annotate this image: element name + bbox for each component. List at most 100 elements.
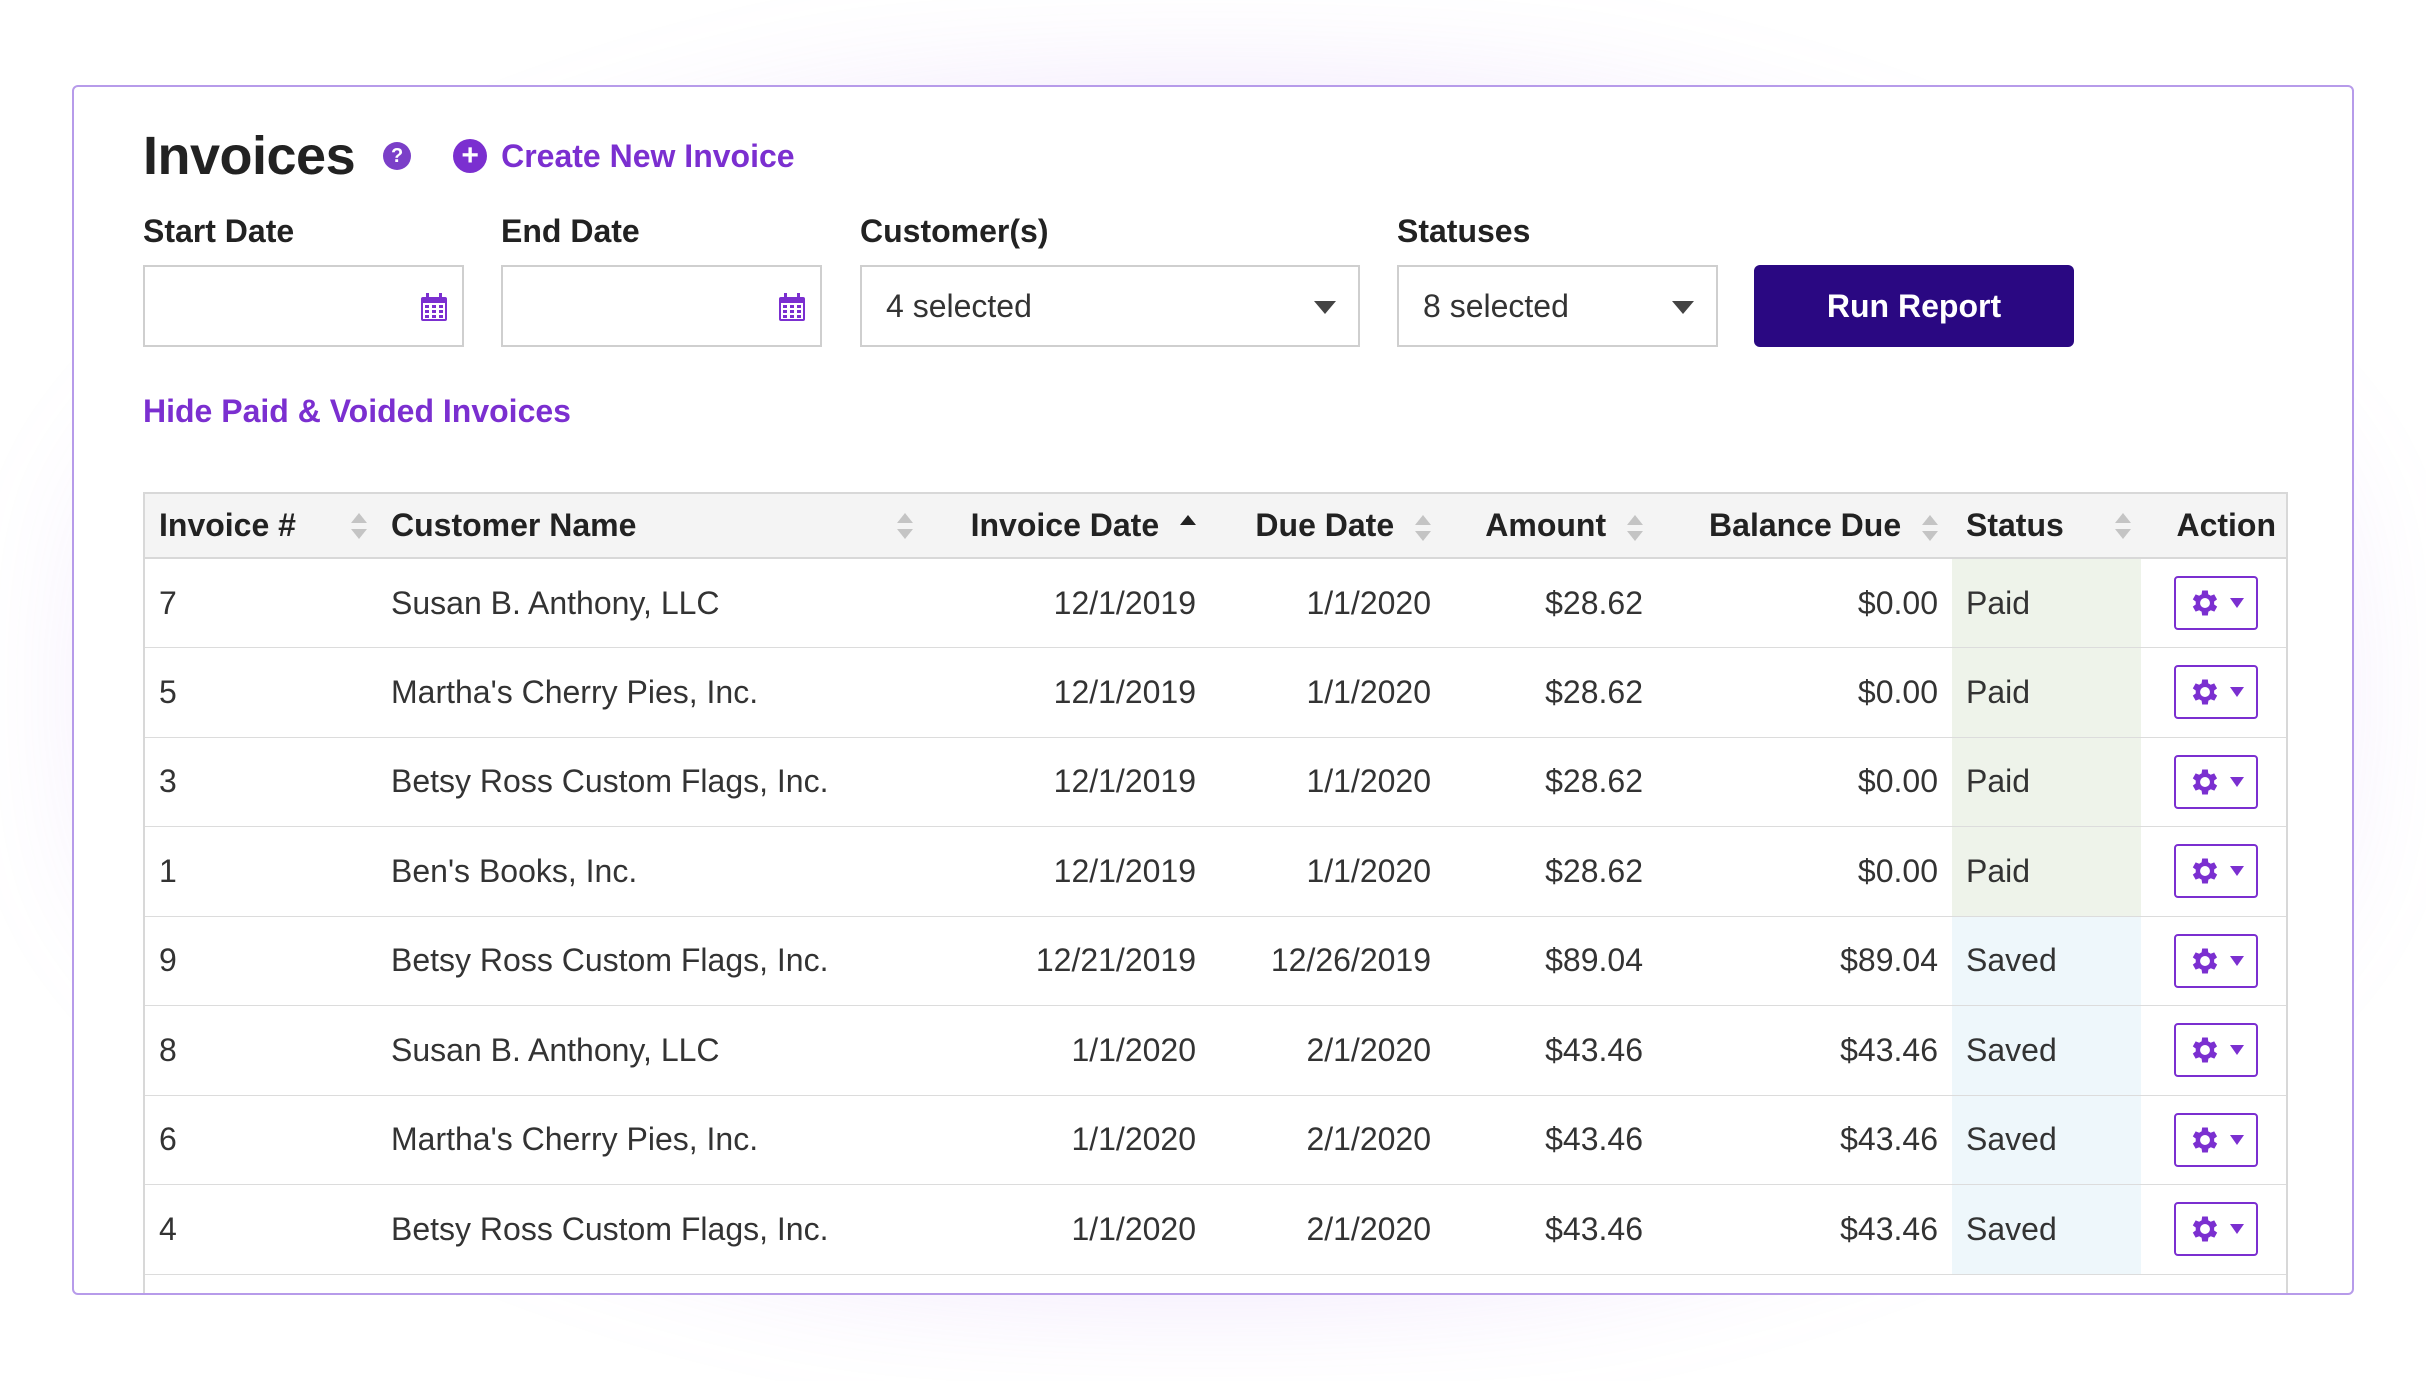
invoice-date-cell: 12/1/2019 bbox=[923, 737, 1210, 827]
caret-down-icon bbox=[2229, 598, 2244, 608]
chevron-down-icon bbox=[1672, 301, 1694, 314]
column-header-invoice-date[interactable]: Invoice Date bbox=[923, 494, 1210, 559]
plus-circle-icon: + bbox=[453, 139, 488, 173]
question-circle-icon[interactable]: ? bbox=[383, 142, 412, 170]
create-new-invoice-link[interactable]: + Create New Invoice bbox=[453, 137, 795, 175]
due-date-cell: 1/1/2020 bbox=[1210, 737, 1445, 827]
customer-name-cell: Martha's Cherry Pies, Inc. bbox=[377, 647, 923, 738]
invoice-date-cell: 12/1/2019 bbox=[923, 647, 1210, 738]
column-header-label: Invoice # bbox=[159, 507, 296, 543]
status-cell: Saved bbox=[1952, 1095, 2141, 1185]
sort-icon bbox=[1922, 513, 1938, 543]
column-header-status[interactable]: Status bbox=[1952, 494, 2141, 559]
table-row[interactable]: 1 Ben's Books, Inc. 12/1/2019 1/1/2020 $28.6… bbox=[145, 826, 2286, 917]
column-header-customer-name[interactable]: Customer Name bbox=[377, 494, 923, 559]
due-date-cell: 2/1/2020 bbox=[1210, 1184, 1445, 1275]
table-row[interactable]: 7 Susan B. Anthony, LLC 12/1/2019 1/1/2020 $… bbox=[145, 558, 2286, 648]
caret-down-icon bbox=[2229, 1134, 2244, 1145]
row-action-button[interactable] bbox=[2173, 576, 2258, 630]
column-header-amount[interactable]: Amount bbox=[1445, 494, 1657, 559]
customer-name-cell: Susan B. Anthony, LLC bbox=[377, 558, 923, 648]
row-action-button[interactable] bbox=[2173, 1023, 2258, 1078]
row-action-button[interactable] bbox=[2173, 933, 2258, 988]
start-date-label: Start Date bbox=[143, 213, 295, 249]
sort-icon bbox=[351, 511, 367, 541]
invoice-date-cell: 12/1/2019 bbox=[923, 558, 1210, 648]
sort-icon bbox=[897, 511, 913, 541]
action-cell bbox=[2141, 737, 2286, 827]
invoice-date-cell: 1/1/2020 bbox=[923, 1095, 1210, 1185]
caret-down-icon bbox=[2229, 1224, 2244, 1235]
amount-cell: $43.46 bbox=[1445, 1095, 1657, 1185]
action-cell bbox=[2141, 1095, 2286, 1185]
statuses-select[interactable]: 8 selected bbox=[1397, 265, 1718, 347]
balance-due-cell: $0.00 bbox=[1657, 737, 1952, 827]
amount-cell: $89.04 bbox=[1445, 916, 1657, 1006]
run-report-button[interactable]: Run Report bbox=[1754, 265, 2074, 347]
caret-down-icon bbox=[2229, 955, 2244, 966]
table-row[interactable]: 8 Susan B. Anthony, LLC 1/1/2020 2/1/2020 $4… bbox=[145, 1005, 2286, 1096]
customer-name-cell: Betsy Ross Custom Flags, Inc. bbox=[377, 737, 923, 827]
balance-due-cell: $89.04 bbox=[1657, 916, 1952, 1006]
status-cell: Saved bbox=[1952, 1005, 2141, 1096]
caret-down-icon bbox=[2229, 687, 2244, 698]
calendar-icon[interactable] bbox=[420, 292, 448, 322]
statuses-selected-value: 8 selected bbox=[1423, 287, 1569, 324]
statuses-label: Statuses bbox=[1397, 213, 1531, 249]
gear-icon bbox=[2192, 769, 2217, 795]
table-row[interactable]: 4 Betsy Ross Custom Flags, Inc. 1/1/2020 2/… bbox=[145, 1184, 2286, 1275]
sort-ascending-icon bbox=[1180, 513, 1196, 543]
hide-paid-voided-link[interactable]: Hide Paid & Voided Invoices bbox=[143, 393, 571, 429]
customers-select[interactable]: 4 selected bbox=[860, 265, 1360, 347]
column-header-action: Action bbox=[2141, 494, 2286, 559]
column-header-label: Status bbox=[1966, 507, 2064, 543]
start-date-input[interactable] bbox=[143, 265, 464, 347]
gear-icon bbox=[2192, 948, 2217, 974]
create-new-invoice-label: Create New Invoice bbox=[501, 137, 795, 174]
table-row[interactable]: 3 Betsy Ross Custom Flags, Inc. 12/1/2019 1… bbox=[145, 737, 2286, 827]
status-cell: Saved bbox=[1952, 1184, 2141, 1275]
row-action-button[interactable] bbox=[2173, 844, 2258, 899]
invoice-number-cell: 1 bbox=[145, 826, 377, 917]
invoice-number-cell: 4 bbox=[145, 1184, 377, 1275]
table-row[interactable]: 9 Betsy Ross Custom Flags, Inc. 12/21/2019… bbox=[145, 916, 2286, 1006]
invoice-number-cell: 6 bbox=[145, 1095, 377, 1185]
invoice-number-cell: 9 bbox=[145, 916, 377, 1006]
table-row[interactable]: 5 Martha's Cherry Pies, Inc. 12/1/2019 1/1/… bbox=[145, 647, 2286, 738]
table-row[interactable]: 6 Martha's Cherry Pies, Inc. 1/1/2020 2/1/2… bbox=[145, 1095, 2286, 1185]
invoice-number-cell: 8 bbox=[145, 1005, 377, 1096]
invoices-card: Invoices ? + Create New Invoice Start Da… bbox=[72, 85, 2354, 1295]
amount-cell: $43.46 bbox=[1445, 1005, 1657, 1096]
action-cell bbox=[2141, 1005, 2286, 1096]
customer-name-cell: Martha's Cherry Pies, Inc. bbox=[377, 1095, 923, 1185]
table-header-row: Invoice # Customer Name Invoice Date Due… bbox=[145, 494, 2286, 559]
amount-cell: $28.62 bbox=[1445, 737, 1657, 827]
column-header-label: Action bbox=[2176, 507, 2276, 543]
amount-cell: $28.62 bbox=[1445, 826, 1657, 917]
customer-name-cell: Betsy Ross Custom Flags, Inc. bbox=[377, 916, 923, 1006]
column-header-invoice-number[interactable]: Invoice # bbox=[145, 494, 377, 559]
row-action-button[interactable] bbox=[2173, 665, 2258, 720]
end-date-label: End Date bbox=[501, 213, 640, 249]
due-date-cell: 12/26/2019 bbox=[1210, 916, 1445, 1006]
row-action-button[interactable] bbox=[2173, 754, 2258, 809]
balance-due-cell: $43.46 bbox=[1657, 1005, 1952, 1096]
row-action-button[interactable] bbox=[2173, 1202, 2258, 1257]
invoices-table: Invoice # Customer Name Invoice Date Due… bbox=[143, 492, 2288, 1293]
column-header-label: Customer Name bbox=[391, 507, 637, 543]
invoice-date-cell: 12/1/2019 bbox=[923, 826, 1210, 917]
calendar-icon[interactable] bbox=[778, 292, 806, 322]
amount-cell: $28.62 bbox=[1445, 558, 1657, 648]
column-header-due-date[interactable]: Due Date bbox=[1210, 494, 1445, 559]
gear-icon bbox=[2192, 1127, 2217, 1153]
balance-due-cell: $0.00 bbox=[1657, 826, 1952, 917]
invoice-date-cell: 12/21/2019 bbox=[923, 916, 1210, 1006]
status-cell: Paid bbox=[1952, 737, 2141, 827]
amount-cell: $43.46 bbox=[1445, 1184, 1657, 1275]
column-header-balance-due[interactable]: Balance Due bbox=[1657, 494, 1952, 559]
end-date-input[interactable] bbox=[501, 265, 822, 347]
sort-icon bbox=[1415, 513, 1431, 543]
row-action-button[interactable] bbox=[2173, 1112, 2258, 1167]
status-cell: Saved bbox=[1952, 916, 2141, 1006]
column-header-label: Due Date bbox=[1255, 507, 1395, 543]
